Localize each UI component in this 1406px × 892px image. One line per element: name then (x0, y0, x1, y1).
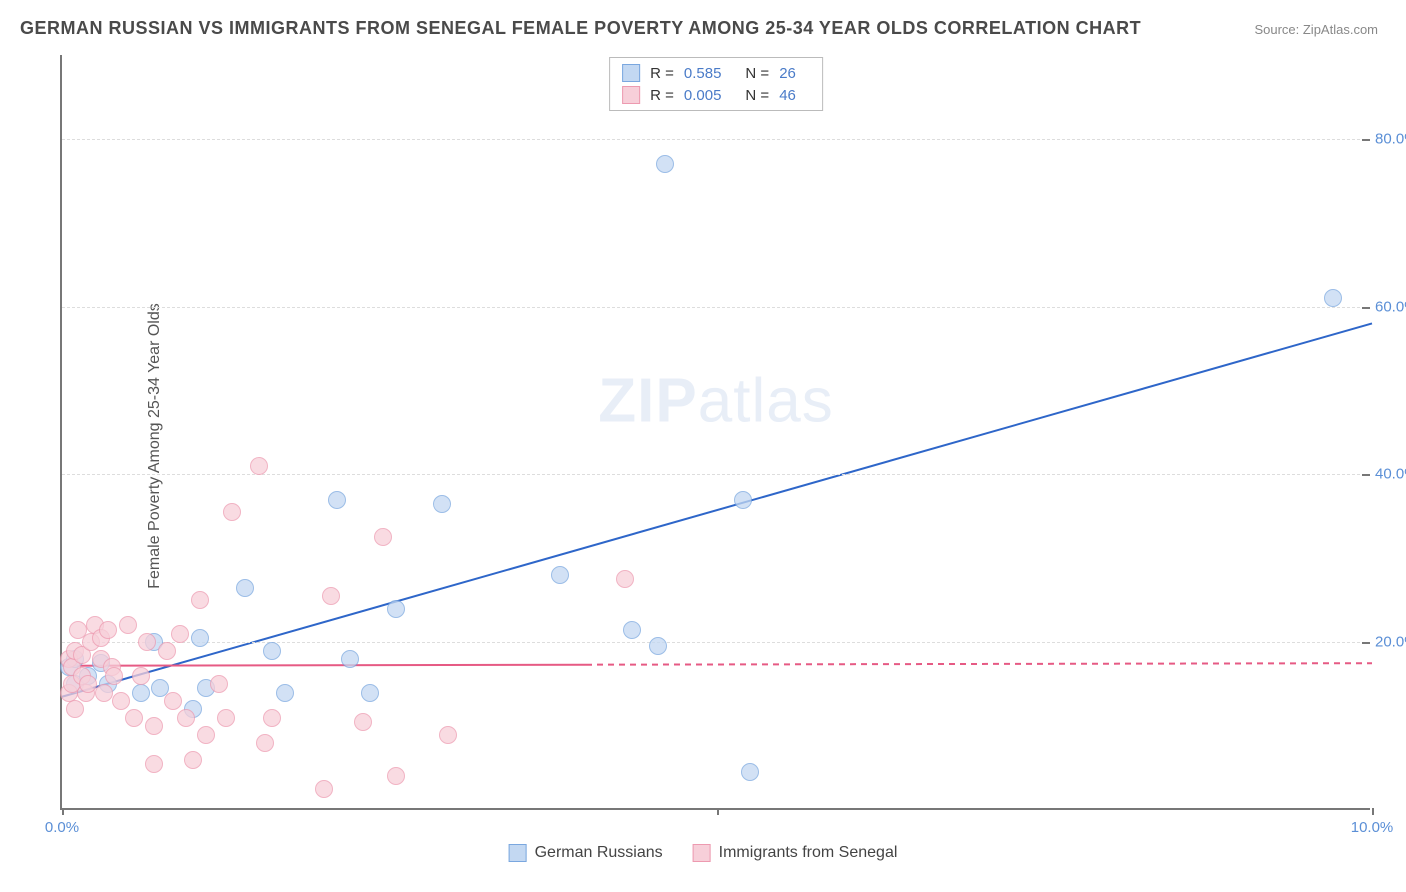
data-point (171, 625, 189, 643)
data-point (1324, 289, 1342, 307)
data-point (328, 491, 346, 509)
data-point (223, 503, 241, 521)
data-point (341, 650, 359, 668)
y-tick-label: 40.0% (1375, 466, 1406, 483)
x-tick (62, 808, 64, 815)
chart-title: GERMAN RUSSIAN VS IMMIGRANTS FROM SENEGA… (20, 18, 1141, 39)
grid-line (62, 139, 1370, 140)
data-point (256, 734, 274, 752)
data-point (66, 700, 84, 718)
data-point (125, 709, 143, 727)
legend-item: Immigrants from Senegal (693, 844, 898, 862)
data-point (387, 767, 405, 785)
legend-item: German Russians (509, 844, 663, 862)
data-point (197, 726, 215, 744)
x-tick (717, 808, 719, 815)
data-point (649, 637, 667, 655)
plot-area: ZIPatlas R =0.585N =26R =0.005N =46 20.0… (60, 55, 1370, 810)
data-point (263, 709, 281, 727)
data-point (138, 633, 156, 651)
data-point (132, 684, 150, 702)
data-point (263, 642, 281, 660)
data-point (656, 155, 674, 173)
legend-swatch (693, 844, 711, 862)
y-tick (1362, 307, 1370, 309)
data-point (191, 629, 209, 647)
source-label: Source: ZipAtlas.com (1254, 22, 1378, 37)
data-point (741, 763, 759, 781)
data-point (145, 717, 163, 735)
data-point (734, 491, 752, 509)
data-point (433, 495, 451, 513)
data-point (164, 692, 182, 710)
x-tick-label: 0.0% (45, 819, 79, 836)
legend-label: German Russians (535, 844, 663, 861)
data-point (119, 616, 137, 634)
x-tick (1372, 808, 1374, 815)
data-point (184, 751, 202, 769)
legend-row: R =0.585N =26 (622, 62, 810, 84)
data-point (99, 621, 117, 639)
data-point (132, 667, 150, 685)
data-point (112, 692, 130, 710)
legend-correlation: R =0.585N =26R =0.005N =46 (609, 57, 823, 111)
y-tick (1362, 474, 1370, 476)
data-point (354, 713, 372, 731)
data-point (361, 684, 379, 702)
data-point (551, 566, 569, 584)
data-point (374, 528, 392, 546)
data-point (315, 780, 333, 798)
grid-line (62, 307, 1370, 308)
legend-swatch (622, 86, 640, 104)
y-tick (1362, 139, 1370, 141)
y-tick-label: 80.0% (1375, 130, 1406, 147)
data-point (250, 457, 268, 475)
data-point (616, 570, 634, 588)
data-point (276, 684, 294, 702)
y-tick-label: 60.0% (1375, 298, 1406, 315)
data-point (217, 709, 235, 727)
data-point (623, 621, 641, 639)
y-tick (1362, 642, 1370, 644)
legend-swatch (622, 64, 640, 82)
watermark: ZIPatlas (598, 366, 833, 437)
legend-swatch (509, 844, 527, 862)
data-point (191, 591, 209, 609)
data-point (145, 755, 163, 773)
x-tick-label: 10.0% (1351, 819, 1394, 836)
data-point (158, 642, 176, 660)
data-point (105, 667, 123, 685)
legend-series: German Russians Immigrants from Senegal (509, 844, 898, 862)
data-point (322, 587, 340, 605)
legend-label: Immigrants from Senegal (719, 844, 898, 861)
data-point (387, 600, 405, 618)
data-point (95, 684, 113, 702)
data-point (439, 726, 457, 744)
data-point (236, 579, 254, 597)
grid-line (62, 642, 1370, 643)
data-point (177, 709, 195, 727)
data-point (210, 675, 228, 693)
y-tick-label: 20.0% (1375, 634, 1406, 651)
legend-row: R =0.005N =46 (622, 84, 810, 106)
